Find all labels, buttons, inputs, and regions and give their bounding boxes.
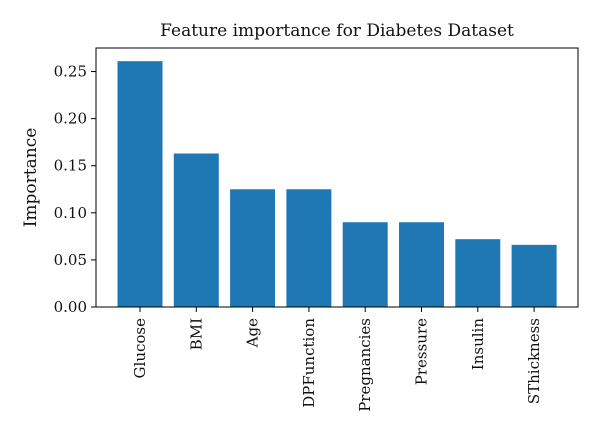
y-tick-label: 0.25: [54, 63, 87, 81]
x-tick-label: Pressure: [413, 318, 431, 385]
y-tick-label: 0.15: [54, 157, 87, 175]
x-tick-label: SThickness: [525, 318, 543, 404]
x-tick-label: Age: [244, 318, 262, 348]
bar-bmi: [173, 153, 219, 307]
x-tick-label: DPFunction: [300, 318, 318, 408]
y-axis: 0.00 0.05 0.10 0.15 0.20 0.25: [54, 63, 96, 316]
bar-glucose: [117, 61, 163, 307]
bar-insulin: [455, 239, 501, 307]
x-axis: Glucose BMI Age DPFunction Pregnancies Pressu…: [131, 307, 543, 412]
x-tick-label: Glucose: [131, 318, 149, 379]
plot-frame: [95, 47, 579, 308]
bars-group: [117, 61, 557, 307]
x-tick-label: BMI: [187, 318, 205, 350]
bar-pregnancies: [342, 222, 388, 307]
y-tick-label: 0.00: [54, 298, 87, 316]
bar-pressure: [399, 222, 444, 307]
bar-age: [230, 189, 276, 307]
x-tick-label: Pregnancies: [356, 318, 374, 412]
x-tick-label: Insulin: [469, 318, 487, 371]
y-axis-label: Importance: [21, 128, 41, 228]
y-tick-label: 0.05: [54, 251, 87, 269]
chart-title: Feature importance for Diabetes Dataset: [160, 21, 514, 41]
bar-sthickness: [511, 244, 557, 307]
y-tick-label: 0.20: [54, 110, 87, 128]
y-tick-label: 0.10: [54, 204, 87, 222]
bar-dpfunction: [286, 189, 332, 307]
